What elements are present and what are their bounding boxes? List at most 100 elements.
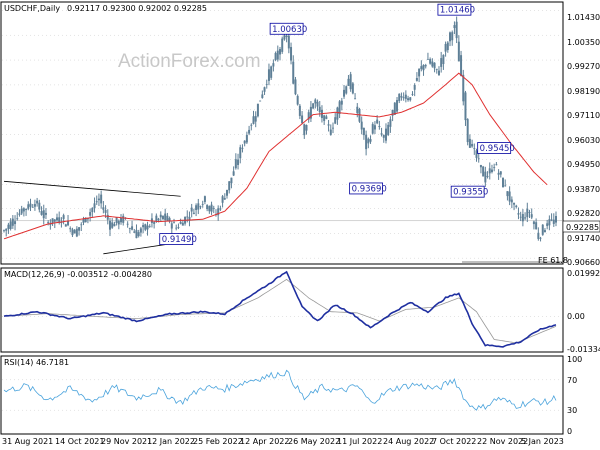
candle-body [27,204,30,209]
candle-body [415,78,418,81]
candle-body [517,213,520,215]
candle-body [135,229,138,239]
candle-body [11,218,14,226]
price-y-tick: 0.91740 [567,234,600,243]
candle-body [528,212,531,214]
candle-body [40,211,43,215]
candle-body [411,93,414,95]
candle-body [133,231,136,233]
candle-body [446,42,449,51]
candle-body [336,107,339,120]
candle-body [106,214,109,220]
macd-signal-line [3,278,557,344]
candle-body [502,177,505,188]
candle-body [272,63,275,67]
macd-y-axis: 0.01992 0.00 -0.01334 [567,269,600,354]
candle-body [482,166,485,177]
candle-body [100,194,103,204]
candle-body [263,87,266,92]
candle-body [521,214,524,222]
price-label-box [349,182,384,195]
candle-body [245,135,248,143]
candle-body [402,97,405,99]
rsi-y-axis: 100 70 30 0 [567,355,582,436]
candle-body [367,138,370,144]
candle-body [237,159,240,165]
candle-body [387,124,390,135]
candle-body [307,112,310,120]
trendline [3,180,181,197]
price-series [2,10,562,263]
x-tick-label: 22 Nov 2022 [477,437,528,446]
candle-body [261,94,264,98]
candle-body [360,121,363,130]
candle-body [5,228,8,231]
rsi-y-tick: 0 [567,427,572,436]
candle-body [82,218,85,223]
candle-body [104,210,107,213]
candle-body [431,61,434,67]
candle-body [38,202,41,210]
candle-body [33,204,36,207]
candle-body [462,74,465,102]
price-label: 0.95450 [480,144,515,154]
candle-body [424,65,427,67]
price-label-box [437,3,472,16]
candle-body [206,205,209,210]
candle-body [301,115,304,124]
candle-body [323,115,326,121]
x-tick-label: 31 Aug 2021 [2,437,53,446]
candle-body [69,228,72,230]
candle-body [513,202,516,205]
candle-body [161,215,164,220]
candle-body [404,94,407,99]
candle-body [490,169,493,173]
candle-body [309,106,312,119]
candle-body [95,201,98,203]
candle-body [188,216,191,220]
price-label: 0.91490 [162,235,197,245]
candle-body [455,21,458,39]
candle-body [51,218,54,224]
candle-body [526,208,529,218]
rsi-panel-title: RSI(14) 46.7181 [4,358,69,367]
x-tick-label: 26 May 2022 [288,437,340,446]
candle-body [371,124,374,134]
price-label-box [269,22,304,35]
candle-body [312,103,315,109]
candle-body [378,126,381,128]
candle-body [365,134,368,150]
candle-body [477,158,480,160]
candle-body [380,133,383,135]
candle-body [146,225,149,230]
candle-body [265,84,268,85]
ohlc-values: 0.92117 0.92300 0.92002 0.92285 [67,4,207,13]
candle-body [285,35,288,38]
candle-body [457,41,460,62]
candle-body [254,116,257,122]
price-label-box [450,185,485,198]
candle-body [343,89,346,97]
candle-body [164,213,167,220]
rsi-line [3,369,557,411]
candle-body [486,175,489,177]
x-tick-label: 7 Oct 2022 [432,437,476,446]
candle-body [248,129,251,134]
candle-body [144,224,147,230]
candle-body [429,59,432,64]
candle-body [117,220,120,225]
candle-body [400,96,403,98]
candle-body [219,208,222,210]
candle-body [84,217,87,223]
candle-body [552,219,555,224]
candle-body [283,35,286,40]
candle-body [80,224,83,226]
candle-body [230,177,233,184]
candle-body [281,38,284,52]
candle-body [435,68,438,70]
price-y-tick: 0.96030 [567,136,600,145]
candle-body [376,119,379,124]
candle-body [168,218,171,222]
candle-body [345,86,348,94]
